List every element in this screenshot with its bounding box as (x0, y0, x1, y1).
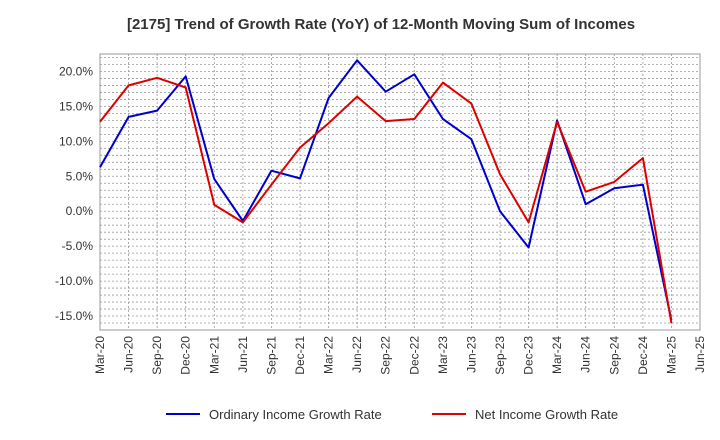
y-tick-label: 0.0% (66, 204, 94, 218)
y-axis: 20.0% 15.0% 10.0% 5.0% 0.0% -5.0% -10.0% -15.0% (55, 64, 93, 323)
x-tick-label: Sep-22 (379, 336, 393, 375)
y-tick-label: 5.0% (66, 169, 94, 183)
x-tick-label: Sep-23 (493, 336, 507, 375)
x-tick-label: Jun-21 (236, 336, 250, 373)
x-tick-label: Dec-24 (636, 336, 650, 375)
x-tick-label: Mar-23 (436, 336, 450, 374)
y-tick-label: -15.0% (55, 309, 93, 323)
series-lines (99, 59, 673, 324)
x-tick-label: Mar-24 (550, 336, 564, 374)
y-tick-label: 15.0% (59, 99, 93, 113)
series-line (99, 59, 673, 321)
x-tick-label: Mar-21 (207, 336, 221, 374)
y-tick-label: -5.0% (62, 239, 94, 253)
legend-label: Ordinary Income Growth Rate (209, 407, 382, 422)
x-tick-label: Sep-21 (264, 336, 278, 375)
y-tick-label: 10.0% (59, 134, 93, 148)
x-tick-label: Jun-24 (579, 336, 593, 373)
x-tick-label: Jun-23 (464, 336, 478, 373)
x-axis: Mar-20 Jun-20 Sep-20 Dec-20 Mar-21 Jun-21 Sep-… (93, 336, 707, 375)
x-tick-label: Sep-24 (607, 336, 621, 375)
y-tick-label: -10.0% (55, 274, 93, 288)
x-tick-label: Mar-22 (322, 336, 336, 374)
legend: Ordinary Income Growth Rate Net Income Gr… (166, 407, 618, 422)
legend-label: Net Income Growth Rate (475, 407, 618, 422)
x-tick-label: Jun-20 (122, 336, 136, 373)
x-tick-label: Mar-20 (93, 336, 107, 374)
x-tick-label: Dec-21 (293, 336, 307, 375)
x-tick-label: Sep-20 (150, 336, 164, 375)
x-tick-label: Dec-20 (179, 336, 193, 375)
x-tick-label: Jun-25 (693, 336, 707, 373)
series-line (99, 76, 673, 324)
y-tick-label: 20.0% (59, 64, 93, 78)
x-tick-label: Dec-23 (522, 336, 536, 375)
plot-area (99, 53, 701, 331)
x-tick-label: Jun-22 (350, 336, 364, 373)
x-tick-label: Mar-25 (664, 336, 678, 374)
x-tick-label: Dec-22 (407, 336, 421, 375)
chart-title: [2175] Trend of Growth Rate (YoY) of 12-… (127, 16, 635, 33)
